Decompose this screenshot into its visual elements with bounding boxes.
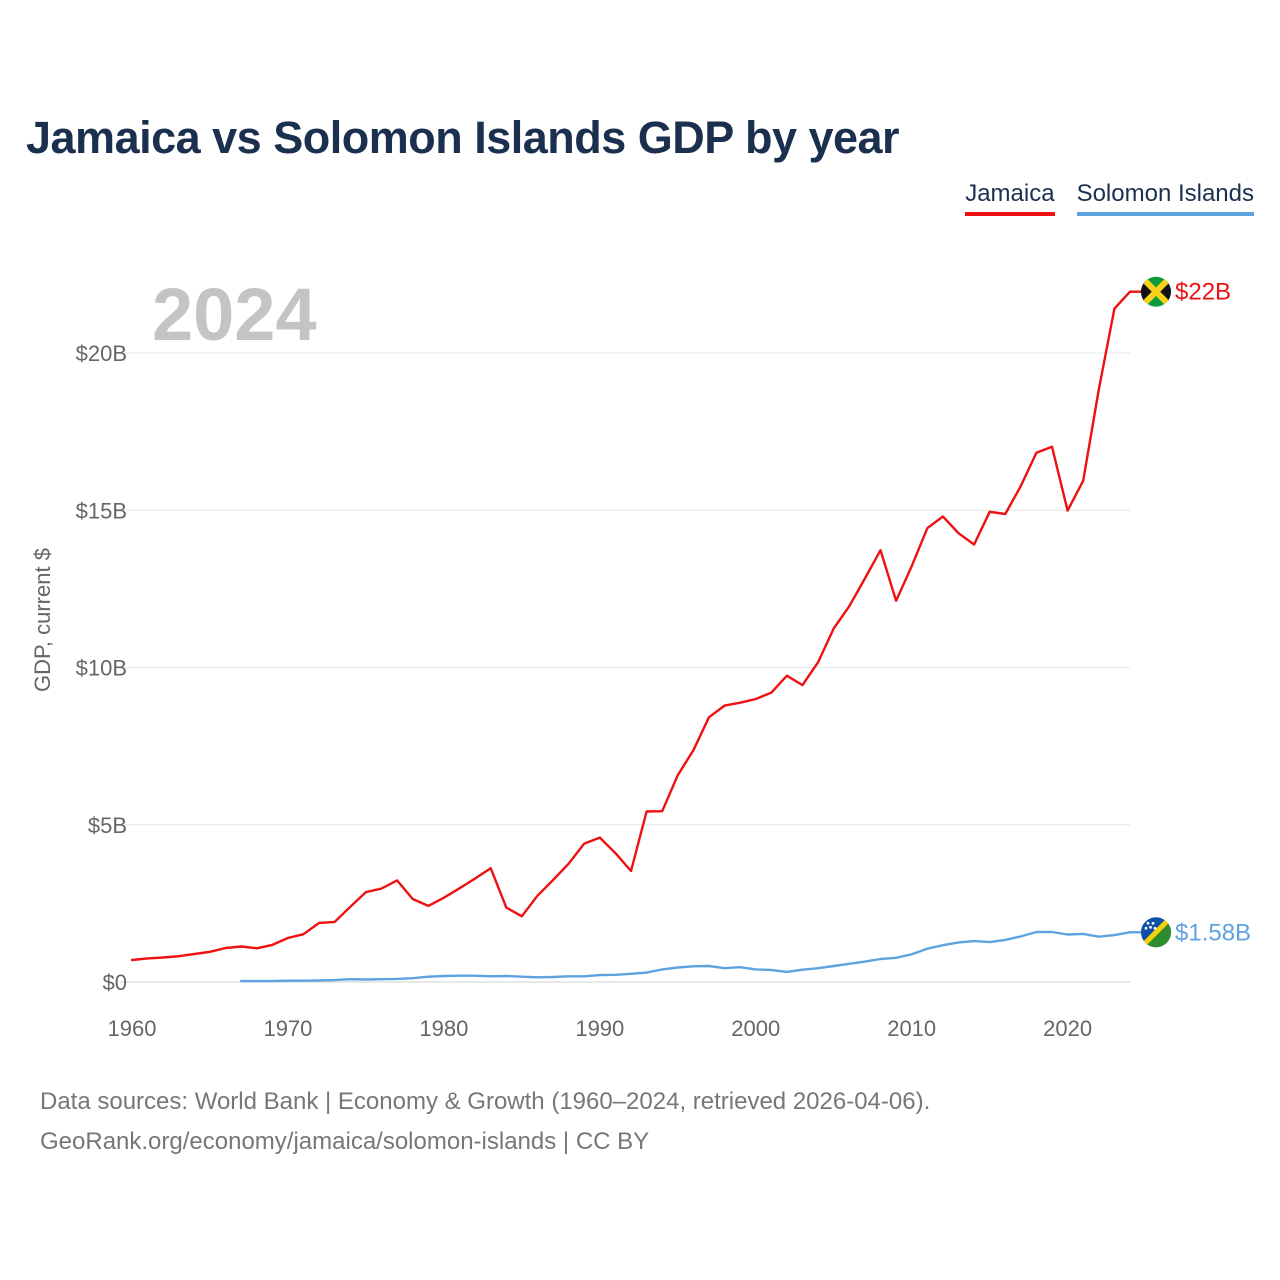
solomon-islands-flag-icon (1141, 917, 1171, 948)
y-tick-label: $10B (76, 656, 127, 681)
chart-title: Jamaica vs Solomon Islands GDP by year (26, 112, 900, 163)
legend-jamaica[interactable]: Jamaica (965, 180, 1055, 216)
y-tick-label: $20B (76, 341, 127, 366)
legend-solomon-islands[interactable]: Solomon Islands (1076, 180, 1254, 216)
y-tick-label: $0 (103, 970, 127, 995)
y-axis: $0 $5B $10B $15B $20B (76, 341, 127, 995)
solomon-islands-end-label: $1.58B (1175, 919, 1251, 946)
y-tick-label: $5B (88, 813, 127, 838)
x-tick-label: 1970 (263, 1016, 312, 1041)
x-tick-label: 1960 (108, 1016, 157, 1041)
x-tick-label: 1990 (575, 1016, 624, 1041)
x-axis: 1960 1970 1980 1990 2000 2010 2020 (108, 1016, 1093, 1041)
solomon-islands-line[interactable] (240, 930, 1132, 983)
data-source-note: Data sources: World Bank | Economy & Gro… (40, 1082, 930, 1162)
source-line-1: Data sources: World Bank | Economy & Gro… (40, 1088, 931, 1115)
x-tick-label: 2020 (1043, 1016, 1092, 1041)
x-tick-label: 2010 (887, 1016, 936, 1041)
jamaica-flag-icon (1141, 276, 1171, 307)
y-axis-label: GDP, current $ (30, 548, 55, 692)
series-end-markers: $22B $1.58B (1141, 276, 1251, 948)
jamaica-end-label: $22B (1175, 279, 1231, 306)
grid-lines (120, 352, 1130, 983)
jamaica-line[interactable] (130, 290, 1132, 962)
x-tick-label: 1980 (419, 1016, 468, 1041)
source-line-2[interactable]: GeoRank.org/economy/jamaica/solomon-isla… (40, 1128, 650, 1155)
legend: Jamaica Solomon Islands (965, 180, 1254, 216)
x-tick-label: 2000 (731, 1016, 780, 1041)
y-tick-label: $15B (76, 498, 127, 523)
year-watermark: 2024 (152, 273, 317, 356)
series-lines (130, 290, 1141, 983)
